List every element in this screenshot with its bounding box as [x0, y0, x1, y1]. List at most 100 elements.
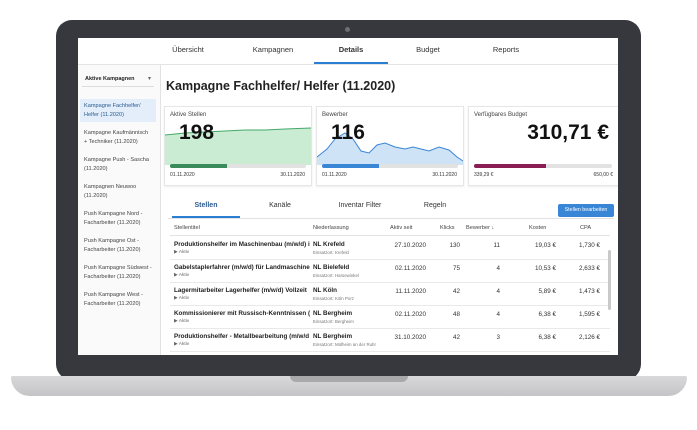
work-location: Einsatzort: Mülheim an der Ruhr [313, 342, 376, 347]
spent-amount: 339,29 € [474, 172, 494, 178]
top-navigation: Übersicht Kampagnen Details Budget Repor… [78, 38, 618, 65]
app-screen: Übersicht Kampagnen Details Budget Repor… [78, 38, 618, 355]
cpa: 2,633 € [578, 265, 600, 272]
card-label: Verfügbares Budget [474, 112, 528, 118]
tab-kampagnen[interactable]: Kampagnen [252, 45, 294, 54]
applicants-sparkline [317, 132, 463, 165]
progress-fill [170, 164, 228, 168]
sidebar-item-campaign[interactable]: Kampagne Push - Sascha (11.2020) [84, 157, 149, 172]
work-location: Einsatzort: Krefeld [313, 250, 349, 255]
clicks: 75 [452, 265, 460, 272]
branch-name: NL Bergheim [313, 333, 353, 340]
card-value: 198 [179, 121, 215, 144]
column-header[interactable]: Stellentitel [174, 225, 200, 231]
branch-name: NL Bielefeld [313, 264, 350, 271]
job-title[interactable]: Gabelstaplerfahrer (m/w/d) für Landmasch… [174, 264, 310, 271]
sidebar-item-campaign[interactable]: Kampagne Kaufmännisch + Techniker (11.20… [84, 130, 149, 145]
edit-jobs-button[interactable]: Stellen bearbeiten [558, 204, 614, 217]
active-since: 11.11.2020 [395, 288, 426, 295]
card-label: Bewerber [322, 112, 348, 118]
period-progress-bar [322, 164, 458, 168]
campaign-sidebar: Aktive Kampagnen ▾ Kampagne Fachhelfer/ … [78, 65, 161, 355]
active-since: 02.11.2020 [394, 311, 426, 318]
sidebar-item-campaign[interactable]: Push Kampagne Ost - Facharbeiter (11.202… [84, 238, 141, 253]
total-budget: 650,00 € [593, 172, 613, 178]
card-value: 116 [331, 121, 365, 144]
column-header[interactable]: Aktiv seit [390, 225, 413, 231]
table-row[interactable]: Kommissionierer mit Russisch-Kenntnissen… [170, 306, 610, 329]
tab-details[interactable]: Details [314, 38, 388, 64]
sidebar-item-campaign[interactable]: Push Kampagne West - Facharbeiter (11.20… [84, 292, 143, 307]
clicks: 130 [449, 242, 460, 249]
budget-progress-bar [474, 164, 612, 168]
cpa: 2,126 € [578, 334, 600, 341]
end-date: 30.11.2020 [432, 172, 457, 178]
clicks: 42 [452, 334, 460, 341]
table-row[interactable]: Gabelstaplerfahrer (m/w/d) für Landmasch… [170, 260, 610, 283]
column-header[interactable]: Niederlassung [313, 225, 349, 231]
column-header[interactable]: Kosten [529, 225, 547, 231]
tab-inventar-filter[interactable]: Inventar Filter [338, 202, 382, 209]
branch-name: NL Krefeld [313, 241, 345, 248]
applicants: 4 [496, 265, 500, 272]
applicants-card: Bewerber 116 01.11.2020 30.11.2020 [316, 106, 464, 186]
detail-subtabs: Stellen Kanäle Inventar Filter Regeln [168, 198, 614, 219]
progress-fill [474, 164, 546, 168]
cost: 6,38 € [538, 311, 556, 318]
work-location: Einsatzort: Harsewinkel [313, 273, 359, 278]
start-date: 01.11.2020 [322, 172, 347, 178]
tab-uebersicht[interactable]: Übersicht [172, 45, 204, 54]
sidebar-item-campaign[interactable]: Kampagnen Neuwoo (11.2020) [84, 184, 137, 199]
job-status: ▶ Aktiv [174, 296, 190, 301]
start-date: 01.11.2020 [170, 172, 195, 178]
work-location: Einsatzort: Bergheim [313, 319, 354, 324]
cost: 19,03 € [534, 242, 556, 249]
cost: 10,53 € [534, 265, 556, 272]
campaign-filter-dropdown[interactable]: Aktive Kampagnen ▾ [82, 71, 154, 87]
column-header[interactable]: CPA [580, 225, 592, 231]
clicks: 48 [452, 311, 460, 318]
active-jobs-card: Aktive Stellen 198 01.11.2020 30.11.2020 [164, 106, 312, 186]
column-header[interactable]: Bewerber ↓ [466, 225, 495, 231]
clicks: 42 [452, 288, 460, 295]
active-since: 27.10.2020 [394, 242, 426, 249]
cpa: 1,473 € [578, 288, 600, 295]
sidebar-item-campaign[interactable]: Push Kampagne Südwest - Facharbeiter (11… [84, 265, 152, 280]
table-row[interactable]: Produktionshelfer - Metallbearbeitung (m… [170, 329, 610, 352]
job-title[interactable]: Kommissionierer mit Russisch-Kenntnissen… [174, 310, 310, 317]
tab-regeln[interactable]: Regeln [423, 202, 447, 209]
period-progress-bar [170, 164, 306, 168]
budget-card: Verfügbares Budget 310,71 € 339,29 € 650… [468, 106, 618, 186]
tab-kanaele[interactable]: Kanäle [269, 202, 291, 209]
dropdown-label: Aktive Kampagnen [85, 76, 135, 82]
branch-name: NL Köln [313, 287, 338, 294]
job-title[interactable]: Lagermitarbeiter Lagerhelfer (m/w/d) Vol… [174, 287, 307, 294]
applicants: 11 [493, 242, 500, 249]
laptop-base-notch [290, 376, 408, 382]
jobs-sparkline [165, 127, 311, 165]
table-scrollbar[interactable] [608, 250, 611, 310]
cost: 6,38 € [538, 334, 556, 341]
table-row[interactable]: Produktionshelfer im Maschinenbau (m/w/d… [170, 237, 610, 260]
job-status: ▶ Aktiv [174, 342, 190, 347]
sidebar-item-campaign[interactable]: Kampagne Fachhelfer/ Helfer (11.2020) [80, 99, 156, 122]
webcam-dot [345, 27, 350, 32]
sidebar-item-campaign[interactable]: Push Kampagne Nord - Facharbeiter (11.20… [84, 211, 143, 226]
active-since: 31.10.2020 [394, 334, 426, 341]
page-title: Kampagne Fachhelfer/ Helfer (11.2020) [166, 79, 396, 93]
card-value: 310,71 € [527, 121, 609, 144]
job-title[interactable]: Produktionshelfer im Maschinenbau (m/w/d… [174, 241, 310, 248]
details-panel: Kampagne Fachhelfer/ Helfer (11.2020) Ak… [162, 65, 618, 355]
job-status: ▶ Aktiv [174, 250, 190, 255]
tab-reports[interactable]: Reports [492, 45, 520, 54]
job-title[interactable]: Produktionshelfer - Metallbearbeitung (m… [174, 333, 310, 340]
cost: 5,89 € [538, 288, 556, 295]
column-header[interactable]: Klicks [440, 225, 455, 231]
chevron-down-icon: ▾ [147, 76, 151, 82]
active-since: 02.11.2020 [394, 265, 426, 272]
tab-stellen[interactable]: Stellen [172, 198, 240, 218]
cpa: 1,730 € [578, 242, 600, 249]
tab-budget[interactable]: Budget [416, 45, 440, 54]
end-date: 30.11.2020 [280, 172, 305, 178]
table-row[interactable]: Lagermitarbeiter Lagerhelfer (m/w/d) Vol… [170, 283, 610, 306]
